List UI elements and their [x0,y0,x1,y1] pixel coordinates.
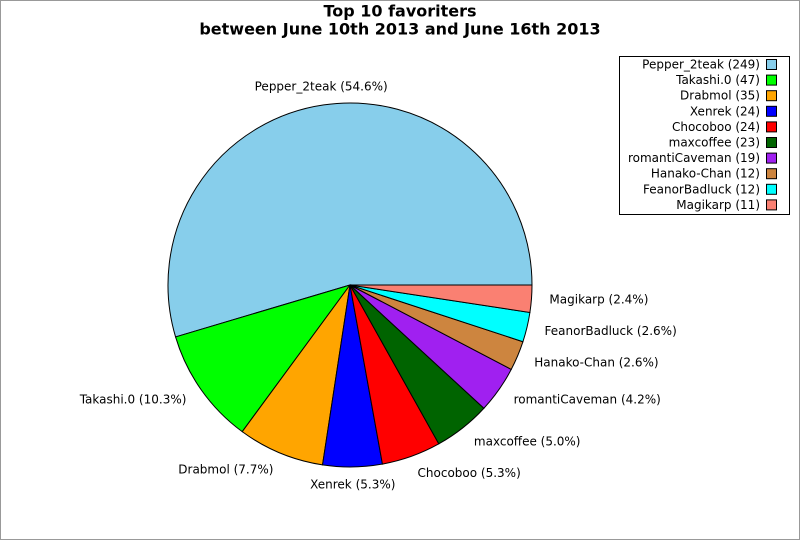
slice-label: romantiCaveman (4.2%) [514,393,661,407]
pie-slice [349,284,533,314]
slice-label: maxcoffee (5.0%) [474,434,581,448]
legend-label: Chocoboo (24) [672,120,760,134]
legend-label: Drabmol (35) [680,89,760,103]
slice-label: Xenrek (5.3%) [310,477,395,491]
slice-label: Drabmol (7.7%) [178,462,273,476]
legend-swatch [766,121,777,133]
slice-label: FeanorBadluck (2.6%) [545,324,677,338]
slice-label: Hanako-Chan (2.6%) [534,355,658,369]
legend-swatch [766,74,777,86]
legend-label: maxcoffee (23) [669,136,760,150]
slice-label: Takashi.0 (10.3%) [79,393,187,407]
legend-label: Pepper_2teak (249) [642,58,760,72]
chart-subtitle: between June 10th 2013 and June 16th 201… [199,20,600,39]
legend-swatch [766,105,777,117]
legend-label: Xenrek (24) [690,104,760,118]
pie-slice [174,284,352,433]
legend-label: Magikarp (11) [676,198,760,212]
legend-label: romantiCaveman (19) [628,151,760,165]
legend-swatch [766,183,777,195]
slice-label: Pepper_2teak (54.6%) [255,80,388,94]
legend-swatch [766,59,777,70]
legend-box [619,56,790,215]
slice-label: Chocoboo (5.3%) [418,466,521,480]
chart-title: Top 10 favoriters [323,2,476,21]
legend-swatch [766,168,777,180]
legend-label: FeanorBadluck (12) [643,182,760,196]
legend-swatch [766,199,777,211]
legend-swatch [766,90,777,102]
legend-swatch [766,152,777,164]
legend-swatch [766,137,777,148]
legend-label: Hanako-Chan (12) [651,167,760,181]
pie-slice [167,102,533,338]
slice-label: Magikarp (2.4%) [549,293,648,307]
legend-label: Takashi.0 (47) [675,73,760,87]
